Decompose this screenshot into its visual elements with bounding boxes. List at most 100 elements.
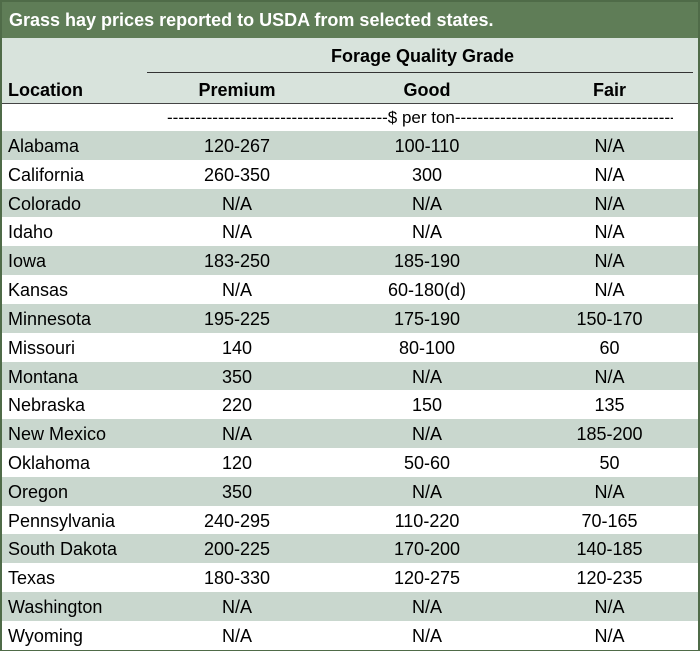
fair-cell: 140-185 xyxy=(576,539,643,560)
premium-cell: N/A xyxy=(221,625,252,646)
table-row: South Dakota 200-225 170-200 140-185 xyxy=(2,534,698,564)
fair-cell: N/A xyxy=(594,136,625,156)
good-cell: 80-100 xyxy=(398,337,456,358)
location-cell: Washington xyxy=(8,597,103,617)
location-cell: Kansas xyxy=(8,280,69,301)
premium-cell: 240-295 xyxy=(203,510,271,531)
fair-cell: N/A xyxy=(594,251,625,272)
fair-cell: 150-170 xyxy=(576,308,643,329)
location-cell: Alabama xyxy=(8,136,80,156)
good-cell: 185-190 xyxy=(393,251,461,272)
table-row: Missouri 140 80-100 60 xyxy=(2,332,698,362)
location-column-header: Location xyxy=(8,80,83,100)
location-cell: Idaho xyxy=(8,222,54,243)
table-row: California 260-350 300 N/A xyxy=(2,159,698,189)
location-cell: South Dakota xyxy=(8,539,118,560)
premium-cell: 220 xyxy=(221,395,253,416)
fair-cell: N/A xyxy=(594,625,625,646)
premium-cell: 140 xyxy=(221,337,253,358)
premium-cell: N/A xyxy=(221,280,252,301)
good-cell: 100-110 xyxy=(394,136,460,156)
premium-cell: N/A xyxy=(221,222,252,243)
premium-cell: 350 xyxy=(221,481,253,502)
table-row: Texas 180-330 120-275 120-235 xyxy=(2,563,698,592)
premium-cell: 260-350 xyxy=(203,164,271,185)
location-cell: New Mexico xyxy=(8,424,107,445)
fair-cell: N/A xyxy=(594,280,625,301)
fair-cell: 60 xyxy=(599,337,620,358)
fair-cell: N/A xyxy=(594,164,625,185)
table-row: Minnesota 195-225 175-190 150-170 xyxy=(2,303,698,333)
fair-cell: 70-165 xyxy=(581,510,638,531)
good-cell: N/A xyxy=(411,597,442,617)
premium-cell: N/A xyxy=(221,597,252,617)
fair-cell: N/A xyxy=(594,597,625,617)
good-cell: 150 xyxy=(411,395,443,416)
fair-cell: 135 xyxy=(594,395,625,416)
table-row: Nebraska 220 150 135 xyxy=(2,390,698,420)
premium-cell: N/A xyxy=(221,424,252,445)
table-row: Kansas N/A 60-180(d) N/A xyxy=(2,275,698,304)
location-cell: Iowa xyxy=(8,251,47,272)
good-cell: N/A xyxy=(411,222,442,243)
header-rule xyxy=(2,103,698,104)
good-cell: 120-275 xyxy=(393,568,461,589)
location-cell: Colorado xyxy=(8,193,82,214)
location-cell: Oregon xyxy=(8,481,69,502)
fair-cell: N/A xyxy=(594,193,625,214)
good-cell: 170-200 xyxy=(393,539,461,560)
location-cell: Wyoming xyxy=(8,625,83,646)
table-row: Oklahoma 120 50-60 50 xyxy=(2,447,698,477)
fair-cell: N/A xyxy=(594,222,625,243)
forage-quality-grade-heading: Forage Quality Grade xyxy=(330,46,515,66)
premium-cell: N/A xyxy=(221,193,252,214)
table-row: Pennsylvania 240-295 110-220 70-165 xyxy=(2,505,698,535)
location-cell: Pennsylvania xyxy=(8,510,116,531)
table-row: Montana 350 N/A N/A xyxy=(2,361,698,391)
fair-cell: 120-235 xyxy=(576,568,643,589)
good-cell: 50-60 xyxy=(403,452,451,473)
good-cell: N/A xyxy=(411,625,442,646)
table-row: Washington N/A N/A N/A xyxy=(2,592,698,621)
location-cell: Minnesota xyxy=(8,308,92,329)
location-cell: Missouri xyxy=(8,337,76,358)
good-cell: N/A xyxy=(411,366,442,387)
location-cell: Texas xyxy=(8,568,56,589)
fair-cell: N/A xyxy=(594,481,625,502)
units-row: ---------------------------------------$… xyxy=(2,104,698,131)
units-label: ---------------------------------------$… xyxy=(167,108,673,127)
fair-cell: N/A xyxy=(594,366,625,387)
table-row: Idaho N/A N/A N/A xyxy=(2,217,698,247)
premium-cell: 120 xyxy=(221,452,253,473)
good-cell: 175-190 xyxy=(393,308,461,329)
location-cell: Oklahoma xyxy=(8,452,91,473)
table-title: Grass hay prices reported to USDA from s… xyxy=(2,2,698,38)
table-row: Alabama 120-267 100-110 N/A xyxy=(2,131,698,160)
location-cell: Montana xyxy=(8,366,79,387)
premium-column-header: Premium xyxy=(198,80,276,100)
good-cell: N/A xyxy=(411,424,442,445)
premium-cell: 120-267 xyxy=(203,136,271,156)
table-row: Iowa 183-250 185-190 N/A xyxy=(2,246,698,276)
table-row: Colorado N/A N/A N/A xyxy=(2,188,698,218)
premium-cell: 183-250 xyxy=(203,251,271,272)
fair-cell: 185-200 xyxy=(576,424,643,445)
table-body: Alabama 120-267 100-110 N/A California 260-35… xyxy=(2,131,698,650)
location-cell: California xyxy=(8,164,85,185)
good-cell: 300 xyxy=(411,164,443,185)
table-row: New Mexico N/A N/A 185-200 xyxy=(2,419,698,448)
good-column-header: Good xyxy=(403,80,451,100)
fair-column-header: Fair xyxy=(592,80,626,100)
location-cell: Nebraska xyxy=(8,395,86,416)
grade-heading-rule xyxy=(147,72,693,73)
table-row: Wyoming N/A N/A N/A xyxy=(2,620,698,650)
good-cell: 110-220 xyxy=(394,510,460,531)
premium-cell: 200-225 xyxy=(203,539,271,560)
good-cell: N/A xyxy=(411,193,442,214)
fair-cell: 50 xyxy=(599,452,620,473)
premium-cell: 350 xyxy=(221,366,253,387)
premium-cell: 195-225 xyxy=(203,308,271,329)
premium-cell: 180-330 xyxy=(203,568,271,589)
good-cell: N/A xyxy=(411,481,442,502)
